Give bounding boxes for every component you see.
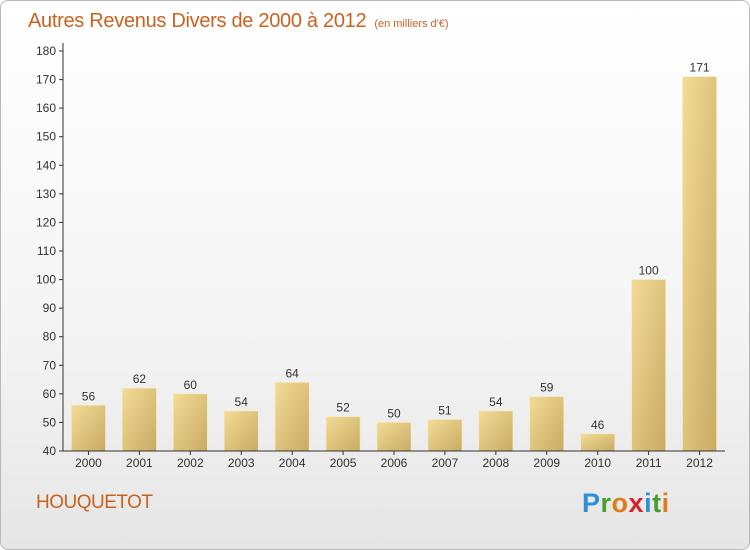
y-tick-label: 180 [36,44,56,58]
y-tick-label: 130 [36,187,56,201]
data-label: 56 [82,389,96,403]
data-label: 60 [184,378,198,392]
y-tick-label: 120 [36,215,56,229]
data-label: 64 [285,366,299,380]
x-tick-label: 2006 [381,456,408,470]
data-label: 50 [387,406,401,420]
logo-letter: i [644,488,653,518]
logo-letter: P [582,488,601,518]
x-tick-label: 2005 [330,456,357,470]
y-tick-label: 160 [36,101,56,115]
data-label: 51 [438,404,452,418]
logo-letter: t [652,488,662,518]
logo-letter: o [611,488,629,518]
y-tick-label: 110 [37,244,56,258]
x-tick-label: 2010 [584,456,611,470]
chart-title: Autres Revenus Divers de 2000 à 2012 [28,10,367,32]
x-tick-label: 2012 [686,456,713,470]
y-tick-label: 80 [43,330,57,344]
bar-2004 [274,382,310,452]
town-name: HOUQUETOT [36,492,153,513]
bar-2006 [376,422,412,452]
logo-letter: i [661,488,670,518]
bar-2007 [427,419,463,452]
logo-letter: x [628,488,645,518]
x-tick-label: 2007 [432,456,459,470]
y-tick-label: 140 [36,158,56,172]
y-tick-label: 60 [43,387,57,401]
x-tick-label: 2004 [279,456,306,470]
logo-letter: r [600,488,612,518]
y-tick-label: 40 [43,444,57,458]
bar-2000 [71,404,106,452]
data-label: 59 [540,381,554,395]
chart-title-block: Autres Revenus Divers de 2000 à 2012 (en … [28,10,449,33]
data-label: 62 [133,372,147,386]
y-tick-label: 170 [36,73,56,87]
chart-subtitle: (en milliers d'€) [374,18,449,30]
bar-2003 [223,410,259,452]
x-tick-label: 2001 [126,456,153,470]
y-tick-label: 50 [43,415,57,429]
data-label: 52 [336,401,350,415]
x-tick-label: 2000 [75,456,102,470]
proxiti-logo[interactable]: Proxiti [582,488,670,519]
data-label: 100 [639,264,659,278]
axes: 40 50 60 70 80 90 100 110 120 130 140 150 160 170 180 2… [36,43,725,470]
bar-2009 [529,396,565,452]
x-tick-label: 2009 [533,456,560,470]
y-tick-label: 100 [36,273,56,287]
data-label: 46 [591,418,605,432]
x-tick-label: 2011 [636,456,662,470]
bar-2002 [173,393,208,452]
bar-2008 [478,410,514,452]
bar-2011 [631,279,666,452]
bar-2005 [325,416,361,452]
data-label: 54 [489,395,503,409]
data-label: 54 [235,395,249,409]
bar-2010 [580,433,615,452]
data-label: 171 [690,61,710,75]
bars-layer: 56 62 60 54 64 52 50 51 54 59 46 100 171 [71,61,717,452]
x-tick-label: 2003 [228,456,255,470]
y-tick-label: 70 [43,358,57,372]
bar-2012 [682,76,717,452]
y-tick-label: 150 [36,130,56,144]
x-tick-label: 2002 [177,456,204,470]
bar-2001 [122,387,157,452]
y-tick-label: 90 [43,301,57,315]
x-tick-label: 2008 [482,456,509,470]
